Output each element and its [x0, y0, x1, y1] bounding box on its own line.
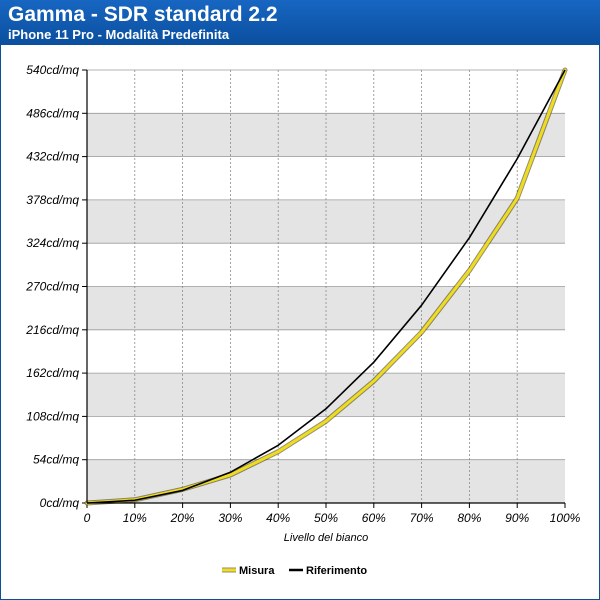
series-misura-line: [85, 68, 567, 505]
y-tick-label: 378cd/mq: [26, 193, 79, 207]
y-tick-label: 540cd/mq: [26, 63, 79, 77]
x-tick-label: 30%: [218, 511, 242, 525]
chart-title: Gamma - SDR standard 2.2: [8, 3, 278, 26]
y-axis-ticks: 0cd/mq 54cd/mq 108cd/mq 162cd/mq 216cd/mq 270…: [25, 63, 87, 510]
y-tick-label: 432cd/mq: [26, 150, 79, 164]
plot-series: [84, 67, 568, 506]
x-axis-ticks: 0 10% 20% 30% 40% 50% 60% 70% 80% 90% 100%: [84, 503, 581, 525]
y-tick-label: 216cd/mq: [25, 323, 79, 337]
x-tick-label: 100%: [550, 511, 581, 525]
y-tick-label: 486cd/mq: [26, 106, 79, 120]
x-axis-label: Livello del bianco: [284, 532, 368, 544]
legend-label-misura: Misura: [239, 565, 275, 577]
y-tick-label: 324cd/mq: [26, 236, 79, 250]
y-tick-label: 108cd/mq: [26, 409, 79, 423]
x-tick-label: 20%: [170, 511, 195, 525]
y-tick-label: 270cd/mq: [25, 280, 79, 294]
chart-subtitle: iPhone 11 Pro - Modalità Predefinita: [8, 27, 230, 42]
x-tick-label: 0: [84, 511, 91, 525]
chart-header: Gamma - SDR standard 2.2 iPhone 11 Pro -…: [0, 0, 600, 45]
x-tick-label: 50%: [314, 511, 338, 525]
y-tick-label: 0cd/mq: [40, 496, 80, 510]
x-tick-label: 60%: [362, 511, 386, 525]
x-tick-label: 70%: [410, 511, 434, 525]
x-tick-label: 10%: [123, 511, 147, 525]
plot-axes: [86, 70, 565, 504]
legend-label-riferimento: Riferimento: [306, 565, 367, 577]
x-tick-label: 90%: [505, 511, 529, 525]
y-tick-label: 54cd/mq: [33, 453, 79, 467]
legend: Misura Riferimento: [222, 565, 367, 577]
y-tick-label: 162cd/mq: [26, 366, 79, 380]
x-tick-label: 40%: [266, 511, 290, 525]
series-riferimento-line: [86, 69, 566, 504]
x-tick-label: 80%: [457, 511, 481, 525]
gamma-chart: 0cd/mq 54cd/mq 108cd/mq 162cd/mq 216cd/mq 270…: [25, 63, 581, 577]
